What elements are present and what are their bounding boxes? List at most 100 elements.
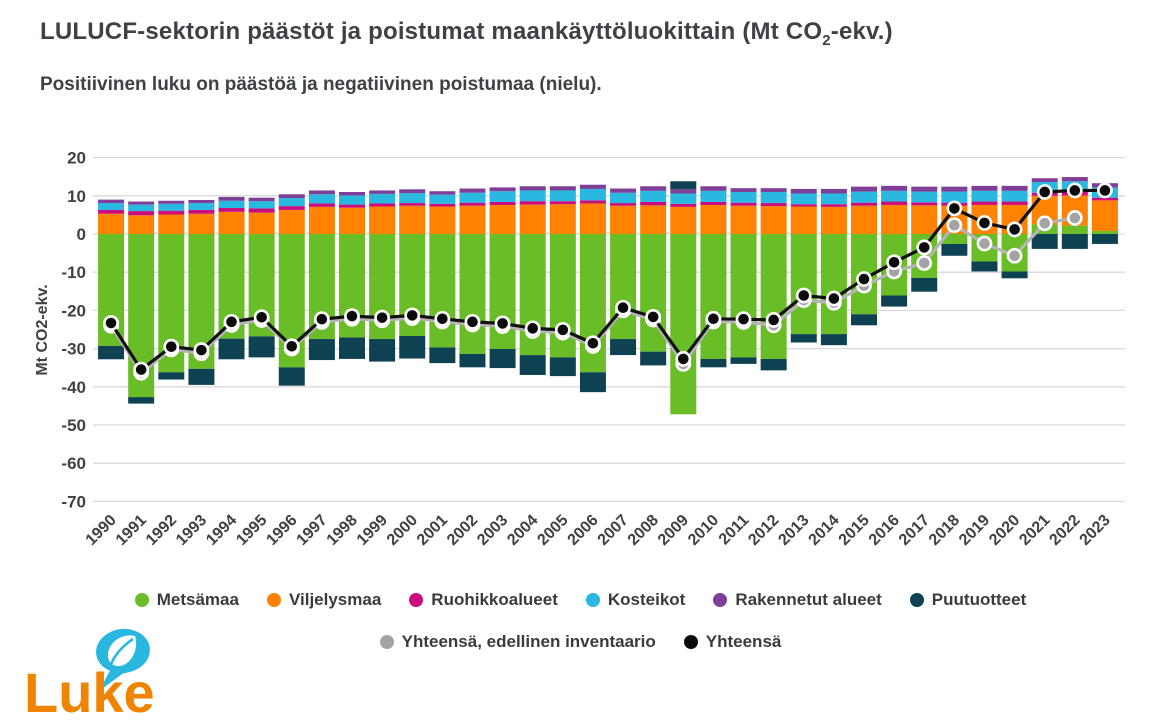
prev-total-dot <box>916 255 933 271</box>
bar-segment-kosteikot <box>610 192 637 204</box>
bar-segment-kosteikot <box>881 190 908 202</box>
x-tick-label: 2011 <box>716 512 753 549</box>
total-dot <box>735 311 752 328</box>
bar-segment-ruohikkoalueet <box>399 203 426 206</box>
x-tick-label: 1999 <box>354 512 391 549</box>
bar-segment-ruohikkoalueet <box>760 203 787 207</box>
x-tick-label: 1996 <box>263 512 300 549</box>
x-tick-label: 2003 <box>474 512 511 549</box>
x-tick-label: 2015 <box>836 512 873 549</box>
x-tick-label: 2001 <box>414 512 451 549</box>
bar-segment-rakennetut <box>851 186 877 192</box>
bar-segment-rakennetut <box>610 188 637 193</box>
bar-segment-puutuotteet <box>429 347 456 364</box>
bar-segment-kosteikot <box>941 191 968 203</box>
bar-segment-puutuotteet <box>399 335 426 359</box>
bar-segment-kosteikot <box>519 190 546 202</box>
prev-total-dot <box>1066 210 1083 226</box>
bar-segment-puutuotteet <box>1091 234 1118 244</box>
bar-segment-metsamaa <box>700 234 727 359</box>
bar-segment-ruohikkoalueet <box>700 201 727 205</box>
total-dot <box>223 313 240 330</box>
total-dot <box>1097 182 1113 199</box>
bar-segment-puutuotteet <box>610 339 637 356</box>
y-tick-label: -30 <box>61 340 86 359</box>
page-title: LULUCF-sektorin päästöt ja poistumat maa… <box>40 18 893 49</box>
bar-segment-kosteikot <box>399 193 426 204</box>
bar-segment-rakennetut <box>941 186 968 192</box>
bar-segment-kosteikot <box>670 193 697 204</box>
legend-item: Puutuotteet <box>909 590 1026 610</box>
bar-segment-rakennetut <box>399 189 426 194</box>
bar-segment-metsamaa <box>790 234 817 335</box>
bar-segment-puutuotteet <box>971 261 998 272</box>
bar-segment-puutuotteet <box>188 368 215 385</box>
total-dot <box>615 299 631 316</box>
bar-segment-kosteikot <box>489 191 516 202</box>
bar-segment-kosteikot <box>640 190 667 202</box>
total-dot <box>133 361 150 378</box>
bar-segment-puutuotteet <box>670 181 697 190</box>
bar-segment-ruohikkoalueet <box>730 202 757 206</box>
bar-segment-kosteikot <box>730 191 757 203</box>
bar-segment-ruohikkoalueet <box>881 201 908 205</box>
bar-segment-viljelysmaa <box>339 207 365 234</box>
bar-segment-metsamaa <box>820 234 847 335</box>
x-tick-label: 2006 <box>565 512 602 549</box>
legend-label: Yhteensä, edellinen inventaario <box>401 632 656 651</box>
bar-segment-viljelysmaa <box>549 204 576 234</box>
y-tick-label: -10 <box>61 263 86 282</box>
bar-segment-rakennetut <box>248 197 275 202</box>
bar-segment-rakennetut <box>971 185 998 191</box>
legend-item: Yhteensä <box>683 632 781 652</box>
total-dot <box>856 271 872 287</box>
bar-segment-rakennetut <box>128 201 155 205</box>
x-tick-label: 2019 <box>956 512 993 549</box>
bar-segment-metsamaa <box>670 234 697 415</box>
bar-segment-rakennetut <box>579 184 606 189</box>
bar-segment-kosteikot <box>278 198 305 207</box>
bar-segment-puutuotteet <box>158 372 185 380</box>
bar-segment-metsamaa <box>730 234 757 358</box>
total-dot <box>825 290 842 307</box>
bar-segment-viljelysmaa <box>459 205 486 234</box>
bar-segment-kosteikot <box>971 190 998 202</box>
bar-segment-rakennetut <box>881 185 908 191</box>
bar-segment-viljelysmaa <box>128 215 155 234</box>
legend-swatch-icon <box>134 593 149 607</box>
bar-segment-ruohikkoalueet <box>1091 197 1118 201</box>
bar-segment-kosteikot <box>248 201 275 209</box>
title-text: LULUCF-sektorin päästöt ja poistumat maa… <box>40 18 823 45</box>
bar-segment-ruohikkoalueet <box>579 200 606 204</box>
legend-item: Viljelysmaa <box>266 590 381 610</box>
bar-segment-viljelysmaa <box>399 205 426 234</box>
bar-segment-viljelysmaa <box>670 206 697 234</box>
bar-segment-rakennetut <box>218 196 245 201</box>
bar-segment-viljelysmaa <box>1091 200 1118 231</box>
legend-swatch-icon <box>585 593 600 607</box>
bar-segment-puutuotteet <box>700 358 727 368</box>
bar-segment-rakennetut <box>519 186 546 191</box>
bar-segment-rakennetut <box>820 188 847 194</box>
bar-segment-kosteikot <box>700 190 727 202</box>
total-dot <box>886 254 903 271</box>
bar-segment-metsamaa <box>459 234 486 354</box>
total-dot <box>1066 182 1083 199</box>
x-tick-label: 2008 <box>625 512 662 549</box>
x-tick-label: 2005 <box>534 512 571 549</box>
total-dot <box>795 287 812 304</box>
legend-row-totals: Yhteensä, edellinen inventaario Yhteensä <box>0 632 1161 652</box>
bar-segment-metsamaa <box>429 234 456 348</box>
bar-segment-kosteikot <box>1001 190 1028 202</box>
y-tick-label: 20 <box>67 149 86 168</box>
legend-label: Ruohikkoalueet <box>431 590 558 609</box>
bar-segment-ruohikkoalueet <box>549 201 576 205</box>
bar-segment-viljelysmaa <box>98 213 125 234</box>
bar-segment-ruohikkoalueet <box>640 201 667 206</box>
bar-segment-rakennetut <box>911 186 938 192</box>
x-tick-label: 2007 <box>595 512 632 549</box>
x-tick-label: 2016 <box>866 512 903 549</box>
bar-segment-puutuotteet <box>911 277 938 292</box>
bar-segment-puutuotteet <box>820 334 847 346</box>
